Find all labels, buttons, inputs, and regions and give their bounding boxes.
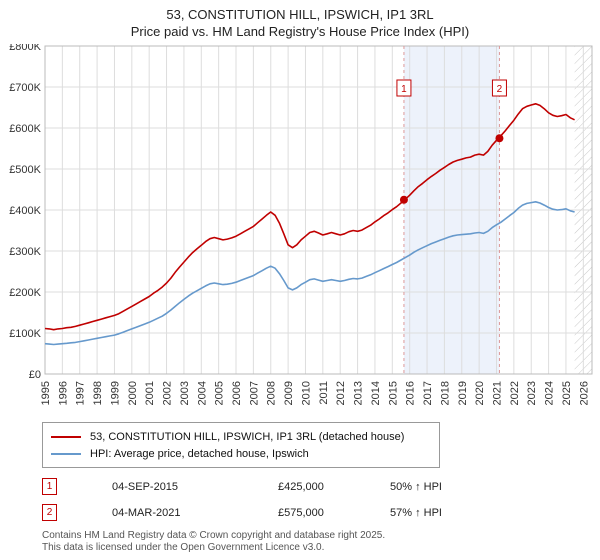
sale-2-hpi-delta: 57% ↑ HPI	[390, 506, 442, 519]
x-axis-label: 2017	[422, 381, 434, 405]
sale-1-point	[399, 195, 408, 204]
x-axis-label: 2002	[162, 381, 174, 405]
x-axis-label: 2016	[405, 381, 417, 405]
x-axis-label: 1999	[109, 381, 121, 405]
sale-2-date: 04-MAR-2021	[112, 506, 181, 519]
price-history-chart[interactable]: 1 2 £0 £100K £200K £300K £400K £500K £600K £700K £…	[0, 41, 600, 416]
x-axis-label: 2022	[509, 381, 521, 405]
x-axis-label: 2008	[266, 381, 278, 405]
x-axis-label: 2018	[439, 381, 451, 405]
y-axis-label: £800K	[9, 44, 41, 53]
x-axis-label: 2013	[353, 381, 365, 405]
hpi-line-swatch	[51, 452, 81, 455]
legend-item-property: 53, CONSTITUTION HILL, IPSWICH, IP1 3RL …	[51, 428, 431, 445]
footer-line-2: This data is licensed under the Open Gov…	[42, 542, 325, 553]
chart-header: 53, CONSTITUTION HILL, IPSWICH, IP1 3RL …	[0, 0, 600, 44]
sale-2-flag-label: 2	[497, 84, 503, 95]
y-axis-label: £100K	[9, 328, 41, 340]
x-axis-label: 2000	[127, 381, 139, 405]
x-axis-label: 2020	[474, 381, 486, 405]
sale-1-hpi-delta: 50% ↑ HPI	[390, 480, 442, 493]
y-axis-label: £400K	[9, 205, 41, 217]
x-axis-label: 2023	[526, 381, 538, 405]
sale-2-point	[495, 134, 504, 143]
x-axis-label: 2001	[144, 381, 156, 405]
x-axis-label: 2024	[544, 381, 556, 405]
y-axis-label: £600K	[9, 123, 41, 135]
hpi-line	[44, 201, 575, 346]
x-axis-label: 1997	[75, 381, 87, 405]
chart-svg: 1 2 £0 £100K £200K £300K £400K £500K £600K £700K £…	[9, 41, 593, 405]
property-price-line	[44, 102, 575, 331]
x-axis-label: 2004	[196, 381, 208, 405]
y-axis-label: £700K	[9, 82, 41, 94]
x-axis-label: 2003	[179, 381, 191, 405]
x-axis-label: 2015	[387, 381, 399, 405]
page-title: 53, CONSTITUTION HILL, IPSWICH, IP1 3RL	[166, 7, 434, 22]
legend-label-hpi: HPI: Average price, detached house, Ipsw…	[90, 447, 309, 460]
x-axis-label: 2026	[578, 381, 590, 405]
sale-row-1: 1 04-SEP-2015 £425,000 50% ↑ HPI	[42, 478, 600, 495]
x-axis-label: 2007	[248, 381, 260, 405]
y-axis-label: £300K	[9, 246, 41, 258]
x-axis-label: 2006	[231, 381, 243, 405]
x-axis-label: 2010	[300, 381, 312, 405]
sale-row-2: 2 04-MAR-2021 £575,000 57% ↑ HPI	[42, 504, 600, 521]
sale-1-flag	[396, 79, 412, 97]
page-subtitle: Price paid vs. HM Land Registry's House …	[130, 24, 470, 39]
sale-1-price: £425,000	[278, 480, 324, 493]
property-line-swatch	[51, 435, 81, 438]
x-axis-label: 2012	[335, 381, 347, 405]
x-axis-label: 2011	[318, 381, 330, 405]
x-axis-label: 2019	[457, 381, 469, 405]
x-axis-label: 2025	[561, 381, 573, 405]
sale-2-price: £575,000	[278, 506, 324, 519]
x-axis-label: 2021	[491, 381, 503, 405]
x-axis-label: 1998	[92, 381, 104, 405]
sale-1-number-badge: 1	[42, 478, 57, 495]
legend-label-property: 53, CONSTITUTION HILL, IPSWICH, IP1 3RL …	[90, 430, 405, 443]
sale-2-flag	[491, 79, 507, 97]
x-axis-label: 1996	[57, 381, 69, 405]
sale-2-number-badge: 2	[42, 504, 57, 521]
x-axis-label: 2009	[283, 381, 295, 405]
sale-annotations: 1 04-SEP-2015 £425,000 50% ↑ HPI 2 04-MA…	[42, 478, 600, 521]
y-axis-label: £200K	[9, 287, 41, 299]
chart-legend: 53, CONSTITUTION HILL, IPSWICH, IP1 3RL …	[42, 422, 440, 468]
y-axis-label: £500K	[9, 164, 41, 176]
sale-1-date: 04-SEP-2015	[112, 480, 179, 493]
footer-line-1: Contains HM Land Registry data © Crown c…	[42, 530, 386, 541]
x-axis-label: 2005	[214, 381, 226, 405]
sale-1-flag-label: 1	[401, 84, 407, 95]
x-axis-label: 1995	[40, 381, 52, 405]
y-axis-label: £0	[29, 369, 41, 381]
x-axis-label: 2014	[370, 381, 382, 405]
gridlines	[44, 45, 592, 375]
license-footer: Contains HM Land Registry data © Crown c…	[42, 530, 600, 554]
legend-item-hpi: HPI: Average price, detached house, Ipsw…	[51, 445, 431, 462]
plot-border	[44, 45, 593, 375]
